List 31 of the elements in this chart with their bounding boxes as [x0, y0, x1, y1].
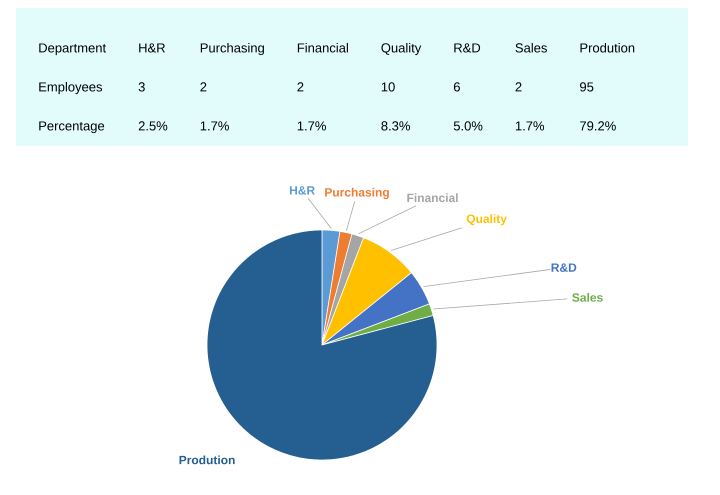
data-label: 2	[200, 82, 206, 92]
text: Employees	[39, 82, 102, 94]
text: 1.7%	[200, 121, 229, 130]
slice-label: Sales	[572, 292, 603, 302]
slice-label: Quality	[466, 214, 507, 226]
data-label: 95	[580, 82, 594, 92]
category-label: H&R	[139, 43, 165, 53]
text: 5.0%	[454, 121, 482, 131]
category-label: Financial	[298, 42, 348, 53]
category-label: R&D	[454, 43, 480, 53]
slice-label: Purchasing	[325, 188, 389, 200]
data-label: 6	[454, 82, 460, 92]
slice-label: R&D	[552, 263, 576, 272]
data-label: 3	[138, 82, 145, 92]
text: Department	[39, 43, 106, 56]
slice-label: H&R	[290, 186, 315, 195]
data-label: 2	[516, 82, 522, 92]
text: 2.5%	[138, 121, 168, 131]
category-label: Purchasing	[200, 42, 264, 56]
text: Percentage	[39, 121, 104, 134]
text: 8.3%	[381, 121, 410, 131]
text: 1.7%	[516, 121, 544, 130]
category-label: Prodution	[580, 42, 634, 53]
slice-label: Financial	[407, 193, 458, 202]
category-label: Quality	[381, 42, 422, 56]
text: 79.2%	[580, 121, 616, 131]
slice-label: Prodution	[180, 455, 235, 464]
data-label: 10	[382, 82, 395, 92]
text: 1.7%	[298, 121, 326, 130]
category-label: Sales	[516, 42, 547, 53]
data-label: 2	[297, 82, 304, 92]
